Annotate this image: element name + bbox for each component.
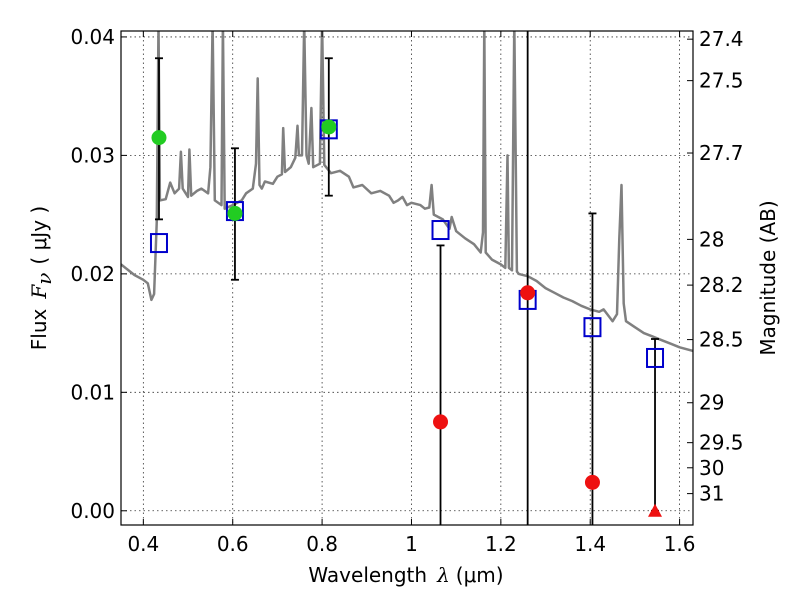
y2-tick-label: 28.5 — [699, 328, 744, 352]
y-tick-label: 0.02 — [70, 262, 115, 286]
x-tick-label: 1.6 — [664, 532, 696, 556]
model-photometry-square — [646, 347, 665, 368]
model-photometry-square — [431, 220, 450, 241]
y2-tick-label: 28 — [699, 227, 724, 251]
x-axis-title: Wavelength λ (μm) — [308, 563, 503, 587]
x-tick-label: 1 — [405, 532, 418, 556]
y-tick-label: 0.01 — [70, 380, 115, 404]
observed-flux-point — [321, 119, 337, 135]
y2-tick-label: 29 — [699, 391, 724, 415]
y2-tick-label: 28.2 — [699, 273, 744, 297]
observed-flux-point — [151, 130, 167, 146]
y-axis-title: FluxFν( μJy ) — [27, 206, 56, 350]
y2-tick-label: 27.4 — [699, 27, 744, 51]
y2-tick-label: 27.5 — [699, 69, 744, 93]
y2-axis-title: Magnitude (AB) — [756, 200, 780, 355]
x-tick-label: 1.4 — [574, 532, 606, 556]
model-photometry-square — [583, 317, 602, 338]
axes: 0.4 0.6 0.8 1 1.2 1.4 1.6 0.00 0.01 0.02 0.03 0.04 2… — [70, 25, 743, 556]
observed-flux-point — [227, 205, 243, 221]
y2-tick-label: 31 — [699, 482, 724, 506]
y2-tick-label: 29.5 — [699, 431, 744, 455]
x-tick-label: 1.2 — [485, 532, 517, 556]
upper-limit-triangle — [648, 503, 663, 517]
y-tick-label: 0.04 — [70, 25, 115, 49]
x-tick-label: 0.4 — [127, 532, 159, 556]
y-tick-label: 0.00 — [70, 499, 115, 523]
grid — [121, 31, 693, 525]
plot-area — [121, 31, 693, 525]
observed-flux-point — [520, 285, 536, 301]
x-tick-label: 0.6 — [217, 532, 249, 556]
y-tick-label: 0.03 — [70, 143, 115, 167]
observed-flux-point — [584, 474, 600, 490]
observed-flux-point — [433, 414, 449, 430]
model-photometry-square — [149, 233, 168, 254]
plot-frame — [120, 30, 694, 526]
model-spectrum-line — [121, 31, 693, 353]
y2-tick-label: 27.7 — [699, 141, 744, 165]
x-tick-label: 0.8 — [306, 532, 338, 556]
y2-tick-label: 30 — [699, 456, 724, 480]
